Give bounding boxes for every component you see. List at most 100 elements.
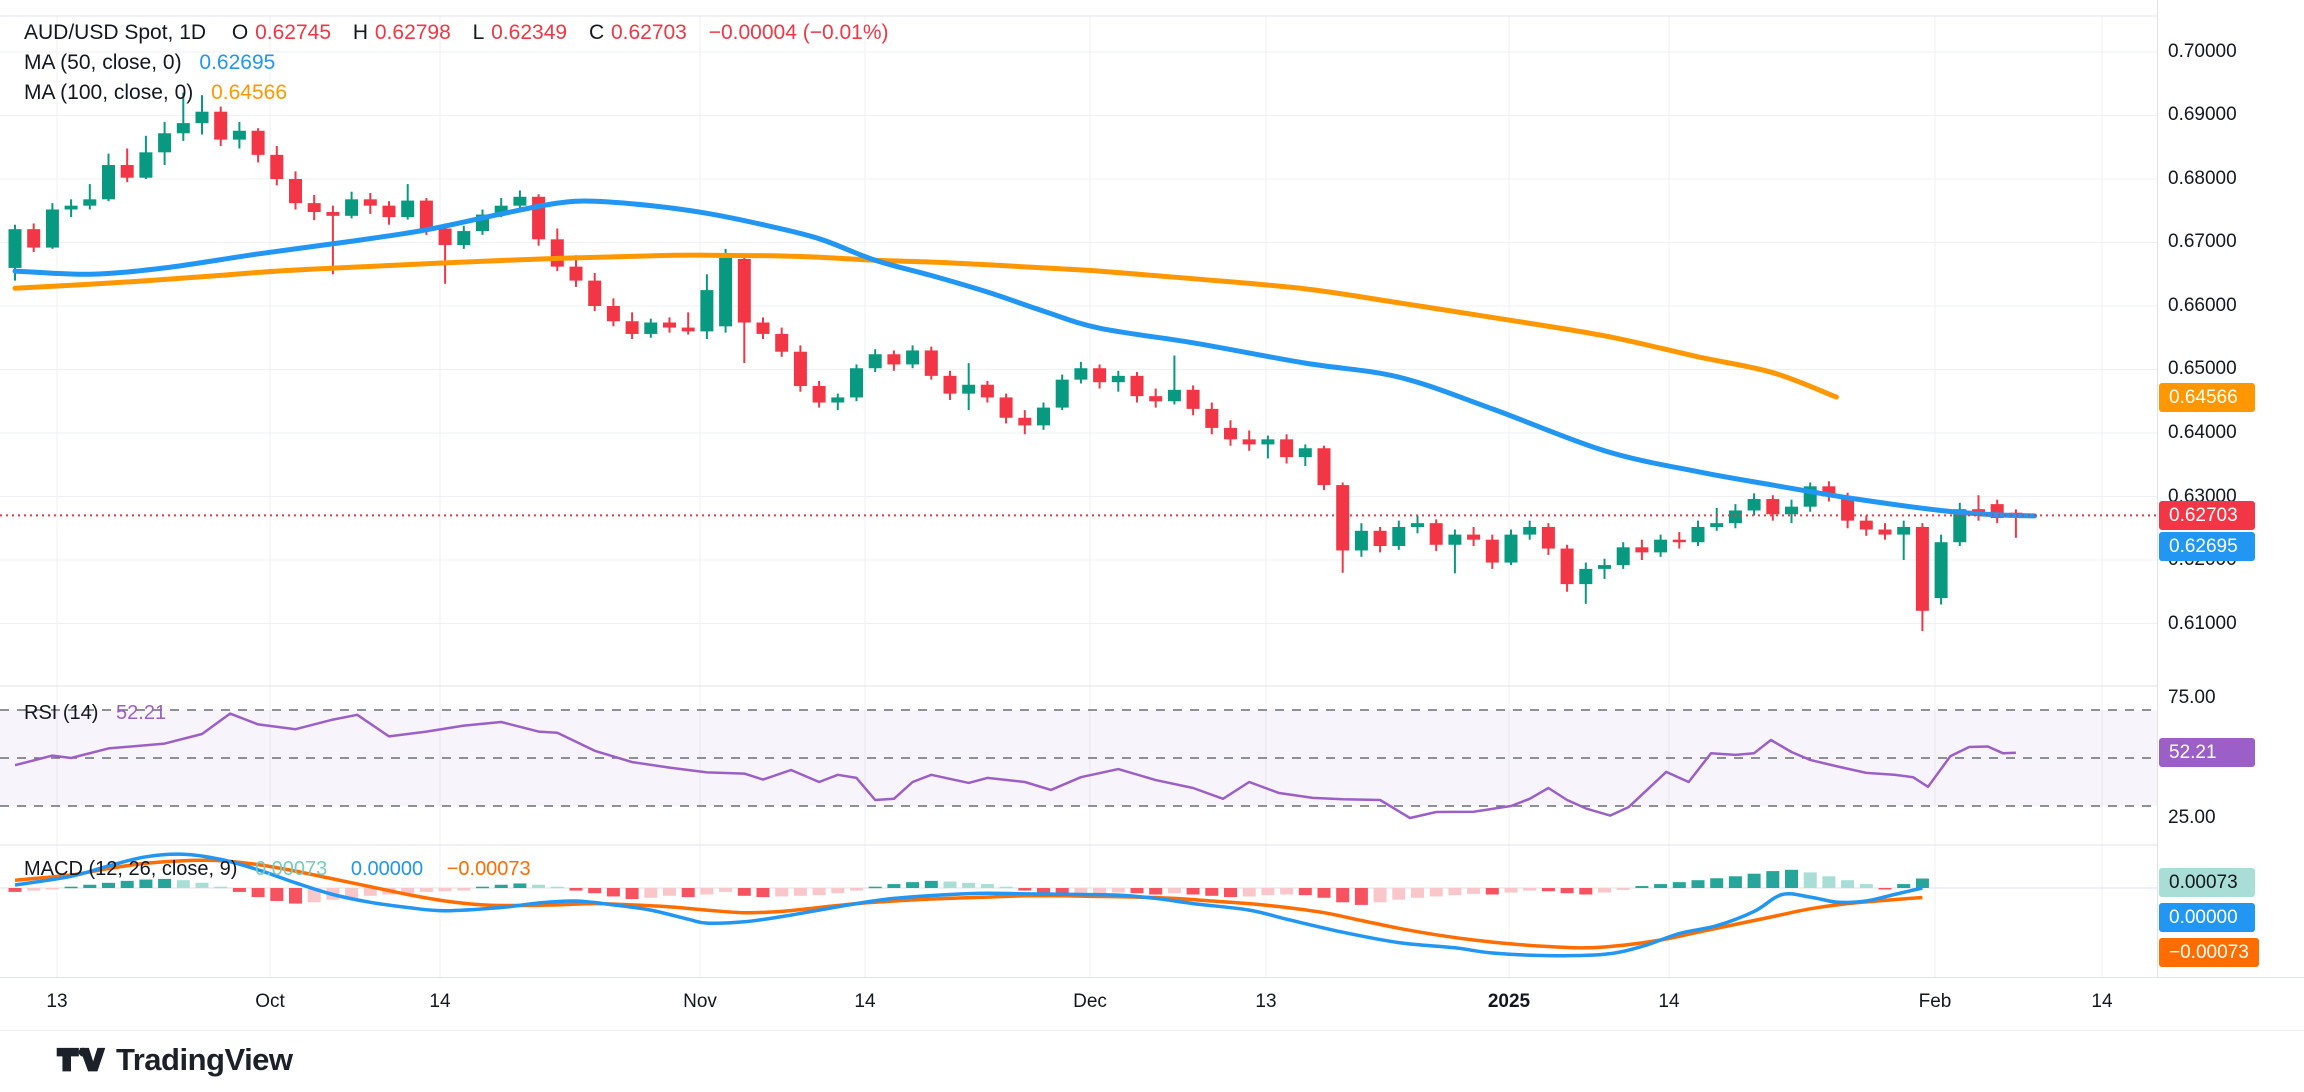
candle-body[interactable]	[102, 165, 115, 200]
candle-body[interactable]	[27, 229, 41, 248]
candle-body[interactable]	[663, 322, 676, 328]
candle-body[interactable]	[1728, 510, 1742, 524]
candle-body[interactable]	[1411, 523, 1424, 527]
candle-body[interactable]	[1691, 526, 1705, 543]
candle-body[interactable]	[1635, 547, 1649, 553]
candle-body[interactable]	[363, 199, 377, 206]
ma100-label[interactable]: MA (100, close, 0)	[24, 81, 194, 104]
candle-body[interactable]	[943, 375, 957, 394]
candle-body[interactable]	[1523, 526, 1537, 535]
candle-body[interactable]	[644, 322, 658, 334]
candle-body[interactable]	[457, 231, 471, 246]
candle-body[interactable]	[850, 368, 863, 398]
candle-body[interactable]	[812, 386, 826, 403]
candle-body[interactable]	[1448, 534, 1462, 545]
candle-body[interactable]	[1261, 439, 1275, 445]
candle-body[interactable]	[494, 205, 508, 215]
candle-body[interactable]	[1747, 499, 1761, 511]
symbol-title[interactable]: AUD/USD Spot, 1D	[24, 21, 207, 44]
candle-body[interactable]	[45, 209, 59, 248]
candle-body[interactable]	[1859, 520, 1873, 530]
candle-body[interactable]	[756, 322, 770, 334]
candle-body[interactable]	[1953, 509, 1967, 543]
candle-body[interactable]	[1841, 496, 1855, 521]
candle-body[interactable]	[1429, 523, 1443, 545]
candle-body[interactable]	[1037, 407, 1050, 426]
candle-body[interactable]	[270, 154, 284, 179]
candle-body[interactable]	[64, 205, 78, 210]
candle-body[interactable]	[980, 384, 994, 398]
candle-body[interactable]	[232, 130, 246, 140]
candle-body[interactable]	[606, 306, 620, 322]
candle-body[interactable]	[382, 205, 396, 218]
candle-body[interactable]	[700, 290, 714, 332]
candle-body[interactable]	[1280, 439, 1294, 458]
candle-body[interactable]	[719, 257, 733, 327]
candle-body[interactable]	[1074, 368, 1088, 380]
candle-body[interactable]	[1055, 379, 1069, 408]
candle-body[interactable]	[681, 327, 695, 332]
candle-body[interactable]	[8, 229, 22, 268]
candle-body[interactable]	[1242, 439, 1256, 445]
candle-body[interactable]	[625, 321, 639, 334]
candle-body[interactable]	[195, 111, 209, 124]
candle-body[interactable]	[513, 196, 527, 206]
candle-body[interactable]	[1934, 542, 1948, 599]
candle-body[interactable]	[1336, 485, 1350, 551]
candle-body[interactable]	[1897, 526, 1911, 535]
candle-body[interactable]	[83, 199, 97, 206]
candle-body[interactable]	[1822, 486, 1836, 497]
candle-body[interactable]	[906, 350, 920, 365]
rsi-label[interactable]: RSI (14)	[24, 702, 99, 724]
candle-body[interactable]	[831, 397, 845, 403]
candle-body[interactable]	[1541, 526, 1555, 549]
tradingview-logo[interactable]: TradingView	[56, 1042, 293, 1078]
candle-body[interactable]	[1579, 568, 1593, 585]
candle-body[interactable]	[1785, 506, 1798, 515]
candle-body[interactable]	[1167, 389, 1181, 402]
candle-body[interactable]	[289, 179, 302, 204]
candle-body[interactable]	[1018, 417, 1032, 426]
candle-body[interactable]	[1616, 547, 1630, 566]
candle-body[interactable]	[1149, 396, 1163, 402]
candle-body[interactable]	[1205, 408, 1219, 428]
candle-body[interactable]	[1560, 548, 1574, 585]
candle-body[interactable]	[1467, 534, 1481, 540]
candle-body[interactable]	[887, 354, 901, 365]
macd-label[interactable]: MACD (12, 26, close, 9)	[24, 858, 238, 880]
candle-body[interactable]	[401, 200, 415, 218]
candle-body[interactable]	[924, 350, 938, 376]
candle-body[interactable]	[1672, 539, 1686, 543]
price-axis[interactable]: 0.70000 0.69000 0.68000 0.67000 0.66000 0.650…	[2157, 0, 2304, 977]
candle-body[interactable]	[1373, 530, 1387, 547]
candle-body[interactable]	[1130, 375, 1144, 397]
ma50-label[interactable]: MA (50, close, 0)	[24, 51, 182, 74]
candle-body[interactable]	[1766, 499, 1780, 515]
candle-body[interactable]	[1317, 448, 1331, 486]
candle-body[interactable]	[1598, 565, 1611, 569]
candle-body[interactable]	[1111, 375, 1125, 383]
candle-body[interactable]	[158, 133, 172, 153]
candle-body[interactable]	[550, 239, 564, 267]
candle-body[interactable]	[345, 199, 359, 216]
candle-body[interactable]	[588, 280, 602, 306]
candle-body[interactable]	[1878, 529, 1892, 535]
candle-body[interactable]	[1186, 389, 1200, 409]
candle-body[interactable]	[438, 228, 452, 246]
candle-body[interactable]	[569, 266, 583, 281]
candle-body[interactable]	[999, 397, 1013, 418]
candle-body[interactable]	[737, 259, 751, 323]
time-axis[interactable]: 13 Oct 14 Nov 14 Dec 13 2025 14 Feb 14	[0, 977, 2304, 1031]
candle-body[interactable]	[1298, 448, 1312, 458]
candle-body[interactable]	[1654, 539, 1668, 553]
candle-body[interactable]	[1392, 526, 1406, 547]
candle-body[interactable]	[251, 130, 265, 155]
candle-body[interactable]	[1710, 523, 1724, 527]
candle-body[interactable]	[326, 212, 340, 216]
candle-body[interactable]	[139, 152, 153, 178]
candle-body[interactable]	[1915, 526, 1929, 611]
candle-body[interactable]	[775, 333, 789, 352]
candle-body[interactable]	[1485, 539, 1499, 563]
candle-body[interactable]	[868, 354, 882, 369]
